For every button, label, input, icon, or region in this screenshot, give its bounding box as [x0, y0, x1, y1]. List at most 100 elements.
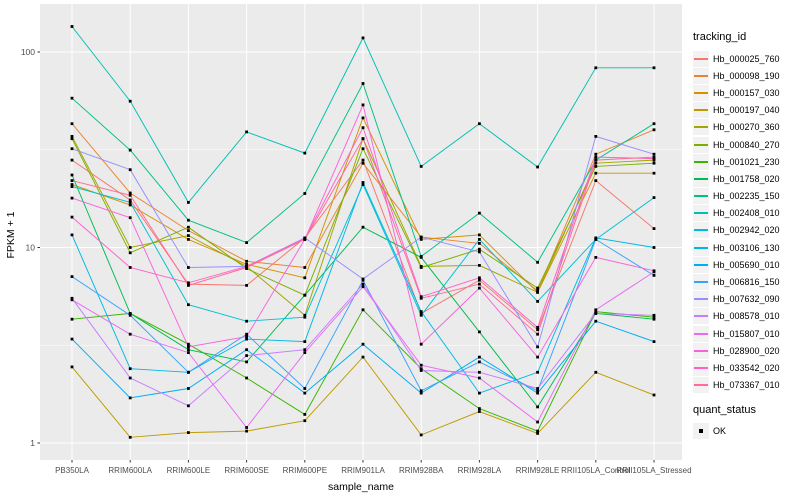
legend-key-swatch: [693, 170, 709, 187]
data-point: [303, 413, 307, 416]
data-point: [419, 295, 423, 299]
data-point: [536, 326, 539, 329]
legend-item-Hb_000025_760: Hb_000025_760: [693, 50, 799, 67]
legend-item-Hb_028900_020: Hb_028900_020: [693, 342, 799, 359]
legend-title-quant-status: quant_status: [693, 403, 756, 416]
data-point: [187, 225, 190, 229]
data-point: [594, 66, 598, 70]
legend-item-label: Hb_002408_010: [713, 208, 780, 219]
data-point: [478, 276, 481, 280]
data-point: [70, 96, 74, 100]
data-point: [187, 431, 190, 434]
data-point: [419, 363, 423, 367]
data-point: [245, 335, 248, 338]
data-point: [128, 312, 132, 315]
data-point: [187, 229, 190, 232]
data-point: [419, 235, 423, 239]
legend-color-line: [694, 349, 708, 352]
y-tick-label: 100: [21, 47, 35, 57]
data-point: [70, 185, 74, 188]
data-point: [245, 376, 248, 380]
data-point: [361, 282, 365, 286]
data-point: [594, 135, 598, 138]
data-point: [594, 179, 598, 182]
data-point: [536, 389, 539, 393]
data-point: [652, 315, 656, 319]
data-point: [419, 369, 423, 372]
data-point: [128, 99, 132, 103]
data-point: [652, 158, 656, 162]
data-point: [419, 312, 423, 315]
legend-key-swatch: [693, 325, 709, 342]
data-point: [245, 360, 248, 364]
data-point: [419, 296, 423, 300]
data-point: [652, 155, 656, 159]
legend-color-line: [694, 298, 708, 301]
data-point: [128, 193, 132, 197]
data-point: [652, 269, 656, 273]
data-point: [594, 256, 598, 259]
legend-color-line: [694, 126, 708, 129]
legend-item-Hb_003106_130: Hb_003106_130: [693, 239, 799, 256]
data-point: [245, 348, 248, 352]
data-point: [478, 376, 481, 380]
legend-key-swatch: [693, 188, 709, 205]
data-point: [303, 238, 307, 241]
data-point: [478, 238, 481, 241]
legend-key-swatch: [693, 359, 709, 376]
legend-key-swatch: [693, 205, 709, 222]
data-point: [652, 171, 656, 175]
data-point: [536, 355, 539, 359]
data-point: [303, 192, 307, 195]
data-point: [361, 158, 365, 162]
data-point: [128, 376, 132, 380]
legend-title-tracking-id: tracking_id: [693, 31, 747, 43]
legend-item-label: Hb_003106_130: [713, 242, 780, 253]
legend-color-line: [694, 177, 708, 180]
data-point: [128, 148, 132, 152]
legend-key-swatch: [693, 308, 709, 325]
data-point: [245, 337, 248, 341]
data-point: [594, 171, 598, 175]
data-point: [303, 387, 307, 390]
data-point: [594, 165, 598, 168]
data-point: [187, 218, 190, 222]
legend-color-line: [694, 212, 708, 215]
legend-color-line: [694, 384, 708, 387]
data-point: [478, 122, 481, 126]
data-point: [536, 328, 539, 332]
legend-key-swatch: [693, 239, 709, 256]
data-point: [652, 152, 656, 156]
data-point: [70, 337, 74, 341]
data-point: [361, 181, 365, 184]
data-point: [478, 370, 481, 374]
legend-item-Hb_006816_150: Hb_006816_150: [693, 273, 799, 291]
data-point: [187, 238, 190, 241]
legend-key-swatch: [693, 136, 709, 153]
data-point: [303, 266, 307, 269]
legend-color-line: [694, 332, 708, 335]
data-point: [70, 215, 74, 219]
data-point: [70, 275, 74, 278]
legend-key-swatch: [693, 342, 709, 359]
data-point: [70, 173, 74, 177]
legend-color-line: [694, 91, 708, 94]
legend-color-line: [694, 195, 708, 198]
legend-item-Hb_033542_020: Hb_033542_020: [693, 359, 799, 376]
data-point: [594, 238, 598, 241]
data-point: [361, 183, 365, 186]
data-point: [70, 298, 74, 302]
data-point: [70, 196, 74, 200]
legend-item-Hb_000840_270: Hb_000840_270: [693, 136, 799, 153]
data-point: [128, 216, 132, 220]
data-point: [70, 365, 74, 369]
data-point: [361, 161, 365, 165]
data-point: [245, 426, 248, 429]
data-point: [70, 317, 74, 321]
data-point: [303, 391, 307, 395]
data-point: [652, 122, 656, 126]
legend-key-swatch: [693, 119, 709, 136]
legend-item-label: Hb_002235_150: [713, 191, 780, 202]
